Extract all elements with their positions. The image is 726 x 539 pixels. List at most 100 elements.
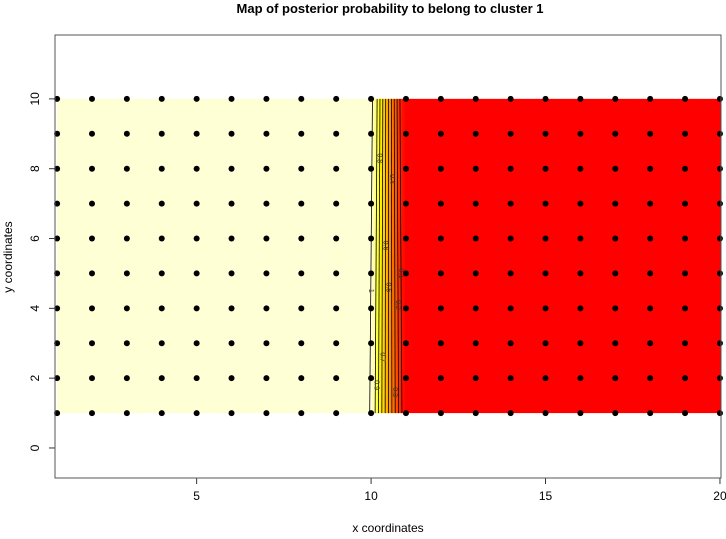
grid-point [473,270,479,276]
grid-point [263,131,269,137]
x-tick-label: 10 [364,489,378,503]
grid-point [263,375,269,381]
grid-point [438,96,444,102]
grid-point [124,410,130,416]
grid-point [438,340,444,346]
contour-label: 0.4 [388,174,395,184]
y-tick-label: 10 [28,92,42,106]
grid-point [682,340,688,346]
grid-point [543,375,549,381]
grid-point [368,201,374,207]
grid-point [194,410,200,416]
grid-point [229,270,235,276]
fill-cell [718,99,720,413]
grid-point [194,375,200,381]
grid-point [89,410,95,416]
grid-point [333,166,339,172]
grid-point [194,236,200,242]
grid-point [647,166,653,172]
grid-point [612,410,618,416]
grid-point [612,270,618,276]
y-tick-label: 0 [28,444,42,451]
grid-point [368,375,374,381]
grid-point [298,131,304,137]
grid-point [333,305,339,311]
y-tick-label: 8 [28,165,42,172]
grid-point [438,375,444,381]
grid-point [577,131,583,137]
grid-point [647,410,653,416]
grid-point [229,96,235,102]
grid-point [508,305,514,311]
grid-point [263,305,269,311]
grid-point [403,236,409,242]
grid-point [229,305,235,311]
grid-point [298,410,304,416]
grid-point [298,375,304,381]
grid-point [124,340,130,346]
grid-point [403,410,409,416]
grid-point [543,131,549,137]
grid-point [647,96,653,102]
grid-point [159,166,165,172]
x-tick-label: 5 [193,489,200,503]
grid-point [159,96,165,102]
grid-point [647,375,653,381]
grid-point [89,131,95,137]
grid-point [89,375,95,381]
x-tick-label: 20 [713,489,726,503]
grid-point [368,166,374,172]
grid-point [124,201,130,207]
grid-point [124,96,130,102]
contour-label: 0.2 [394,300,401,310]
y-tick-label: 4 [28,305,42,312]
grid-point [159,236,165,242]
grid-point [682,96,688,102]
grid-point [124,166,130,172]
grid-point [508,131,514,137]
grid-point [543,340,549,346]
grid-point [543,270,549,276]
contour-label: 0.7 [378,352,385,362]
grid-point [159,270,165,276]
grid-point [263,340,269,346]
grid-point [508,236,514,242]
grid-point [473,131,479,137]
grid-point [124,131,130,137]
grid-point [89,96,95,102]
grid-point [263,166,269,172]
contour-label: 0.6 [382,241,389,251]
grid-point [717,410,723,416]
grid-point [577,201,583,207]
grid-point [368,305,374,311]
grid-point [333,96,339,102]
grid-point [89,270,95,276]
grid-point [194,305,200,311]
grid-point [263,201,269,207]
grid-point [159,340,165,346]
grid-point [438,201,444,207]
grid-point [194,131,200,137]
grid-point [89,201,95,207]
grid-point [647,270,653,276]
grid-point [717,375,723,381]
grid-point [717,236,723,242]
grid-point [473,236,479,242]
grid-point [159,410,165,416]
grid-point [124,270,130,276]
grid-point [682,166,688,172]
grid-point [403,166,409,172]
grid-point [368,131,374,137]
grid-point [298,340,304,346]
grid-point [508,375,514,381]
contour-label: 0.9 [372,380,379,390]
grid-point [473,166,479,172]
grid-point [124,305,130,311]
grid-point [263,236,269,242]
grid-point [298,305,304,311]
grid-point [577,270,583,276]
grid-point [229,236,235,242]
grid-point [298,201,304,207]
grid-point [717,96,723,102]
